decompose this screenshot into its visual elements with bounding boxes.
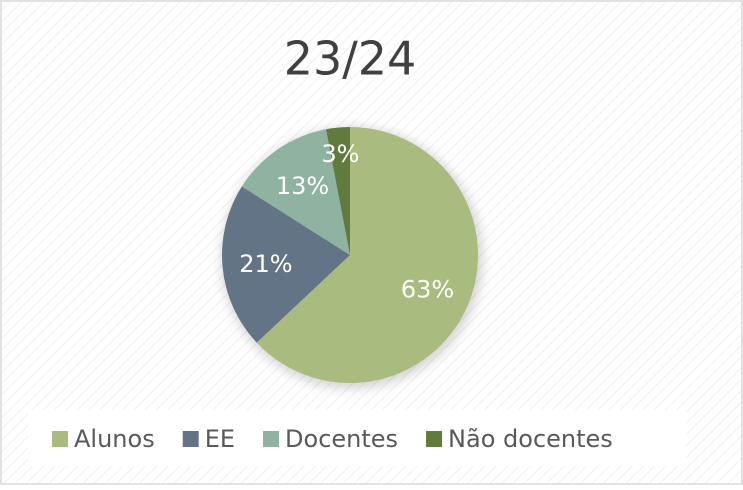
legend-swatch [426, 431, 443, 447]
pie: 63% 21% 13% 3% [222, 127, 479, 383]
chart-title: 23/24 [284, 32, 417, 86]
legend-swatch [263, 431, 280, 447]
legend-label: Alunos [74, 425, 155, 453]
data-label: 63% [401, 276, 454, 304]
legend-background [28, 410, 686, 466]
data-label: 3% [321, 140, 359, 168]
legend-label: Não docentes [448, 425, 613, 453]
pie-slice [241, 129, 350, 255]
data-label: 21% [239, 250, 292, 278]
pie-slice [222, 186, 350, 343]
legend-swatch [52, 431, 68, 447]
legend-label: EE [205, 425, 235, 453]
legend-swatch [182, 431, 199, 447]
pie-slice [326, 127, 350, 255]
legend: Alunos EE Docentes Não docentes [52, 425, 613, 453]
pie-slice [256, 127, 479, 383]
data-label: 13% [276, 172, 329, 200]
legend-label: Docentes [285, 425, 398, 453]
